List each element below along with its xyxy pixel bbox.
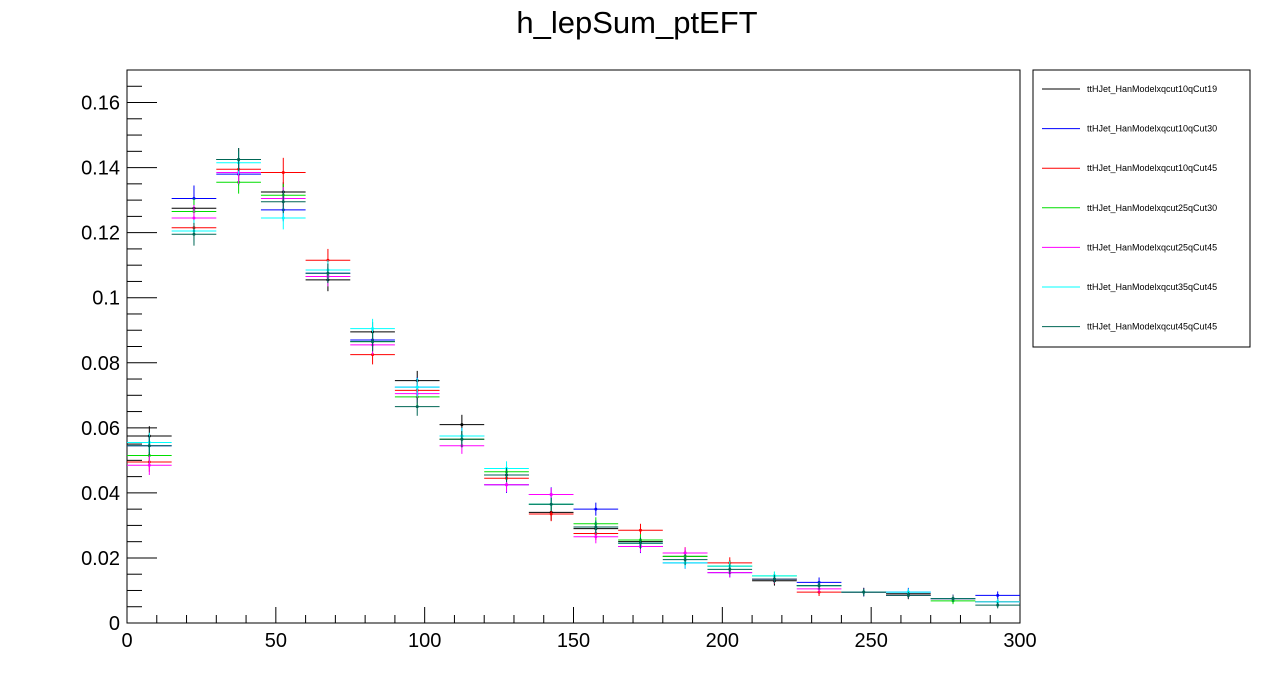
legend-label: ttHJet_HanModelxqcut25qCut30 xyxy=(1087,203,1217,213)
data-point xyxy=(192,216,196,220)
data-point xyxy=(415,405,419,409)
x-tick-label: 50 xyxy=(265,630,287,652)
data-point xyxy=(371,327,375,331)
series-5 xyxy=(127,161,1020,606)
x-tick-label: 200 xyxy=(706,630,739,652)
y-axis: 0 0.02 0.04 0.06 0.08 0.1 0.12 0.14 0.16 xyxy=(81,69,157,635)
data-point xyxy=(415,385,419,389)
y-tick-label: 0.08 xyxy=(81,353,120,375)
data-point xyxy=(237,157,241,161)
legend-label: ttHJet_HanModelxqcut10qCut45 xyxy=(1087,163,1217,173)
data-point xyxy=(326,271,330,275)
data-point xyxy=(281,216,285,220)
series-layer xyxy=(127,148,1020,609)
data-point xyxy=(638,541,642,545)
y-tick-label: 0.04 xyxy=(81,483,120,505)
y-tick-label: 0.14 xyxy=(81,158,120,180)
data-point xyxy=(817,584,821,588)
x-tick-label: 0 xyxy=(121,630,132,652)
data-point xyxy=(594,535,598,539)
data-point xyxy=(996,603,1000,607)
data-point xyxy=(147,463,151,467)
data-point xyxy=(371,340,375,344)
data-point xyxy=(683,558,687,562)
data-point xyxy=(638,528,642,532)
y-tick-label: 0.02 xyxy=(81,548,120,570)
y-tick-label: 0.16 xyxy=(81,93,120,115)
series-3 xyxy=(127,157,1020,606)
plot-frame xyxy=(126,69,1021,624)
series-4 xyxy=(127,170,1020,606)
legend-label: ttHJet_HanModelxqcut45qCut45 xyxy=(1087,322,1217,332)
x-axis: 0 50 100 150 200 250 300 xyxy=(121,607,1037,652)
data-point xyxy=(862,590,866,594)
y-tick-label: 0.12 xyxy=(81,223,120,245)
y-tick-label: 0.1 xyxy=(92,288,120,310)
data-point xyxy=(505,483,509,487)
data-point xyxy=(683,551,687,555)
legend-label: ttHJet_HanModelxqcut10qCut19 xyxy=(1087,84,1217,94)
data-point xyxy=(147,444,151,448)
data-point xyxy=(549,512,553,516)
data-point xyxy=(460,437,464,441)
data-point xyxy=(549,493,553,497)
data-point xyxy=(728,567,732,571)
x-tick-label: 250 xyxy=(854,630,887,652)
data-point xyxy=(906,593,910,597)
x-tick-label: 100 xyxy=(408,630,441,652)
y-tick-label: 0.06 xyxy=(81,418,120,440)
x-tick-label: 300 xyxy=(1003,630,1036,652)
data-point xyxy=(281,200,285,204)
data-point xyxy=(594,525,598,529)
legend-label: ttHJet_HanModelxqcut35qCut45 xyxy=(1087,282,1217,292)
chart-title: h_lepSum_ptEFT xyxy=(516,5,757,40)
series-7 xyxy=(127,148,1020,609)
data-point xyxy=(594,507,598,511)
data-point xyxy=(996,593,1000,597)
data-point xyxy=(951,597,955,601)
data-point xyxy=(281,170,285,174)
legend-box xyxy=(1032,69,1251,348)
legend: ttHJet_HanModelxqcut10qCut19 ttHJet_HanMo… xyxy=(1032,69,1251,348)
data-point xyxy=(460,423,464,427)
data-point xyxy=(505,473,509,477)
data-point xyxy=(192,232,196,236)
y-tick-label: 0 xyxy=(109,613,120,635)
data-point xyxy=(549,502,553,506)
data-point xyxy=(772,577,776,581)
legend-label: ttHJet_HanModelxqcut25qCut45 xyxy=(1087,242,1217,252)
x-tick-label: 150 xyxy=(557,630,590,652)
legend-label: ttHJet_HanModelxqcut10qCut30 xyxy=(1087,124,1217,134)
